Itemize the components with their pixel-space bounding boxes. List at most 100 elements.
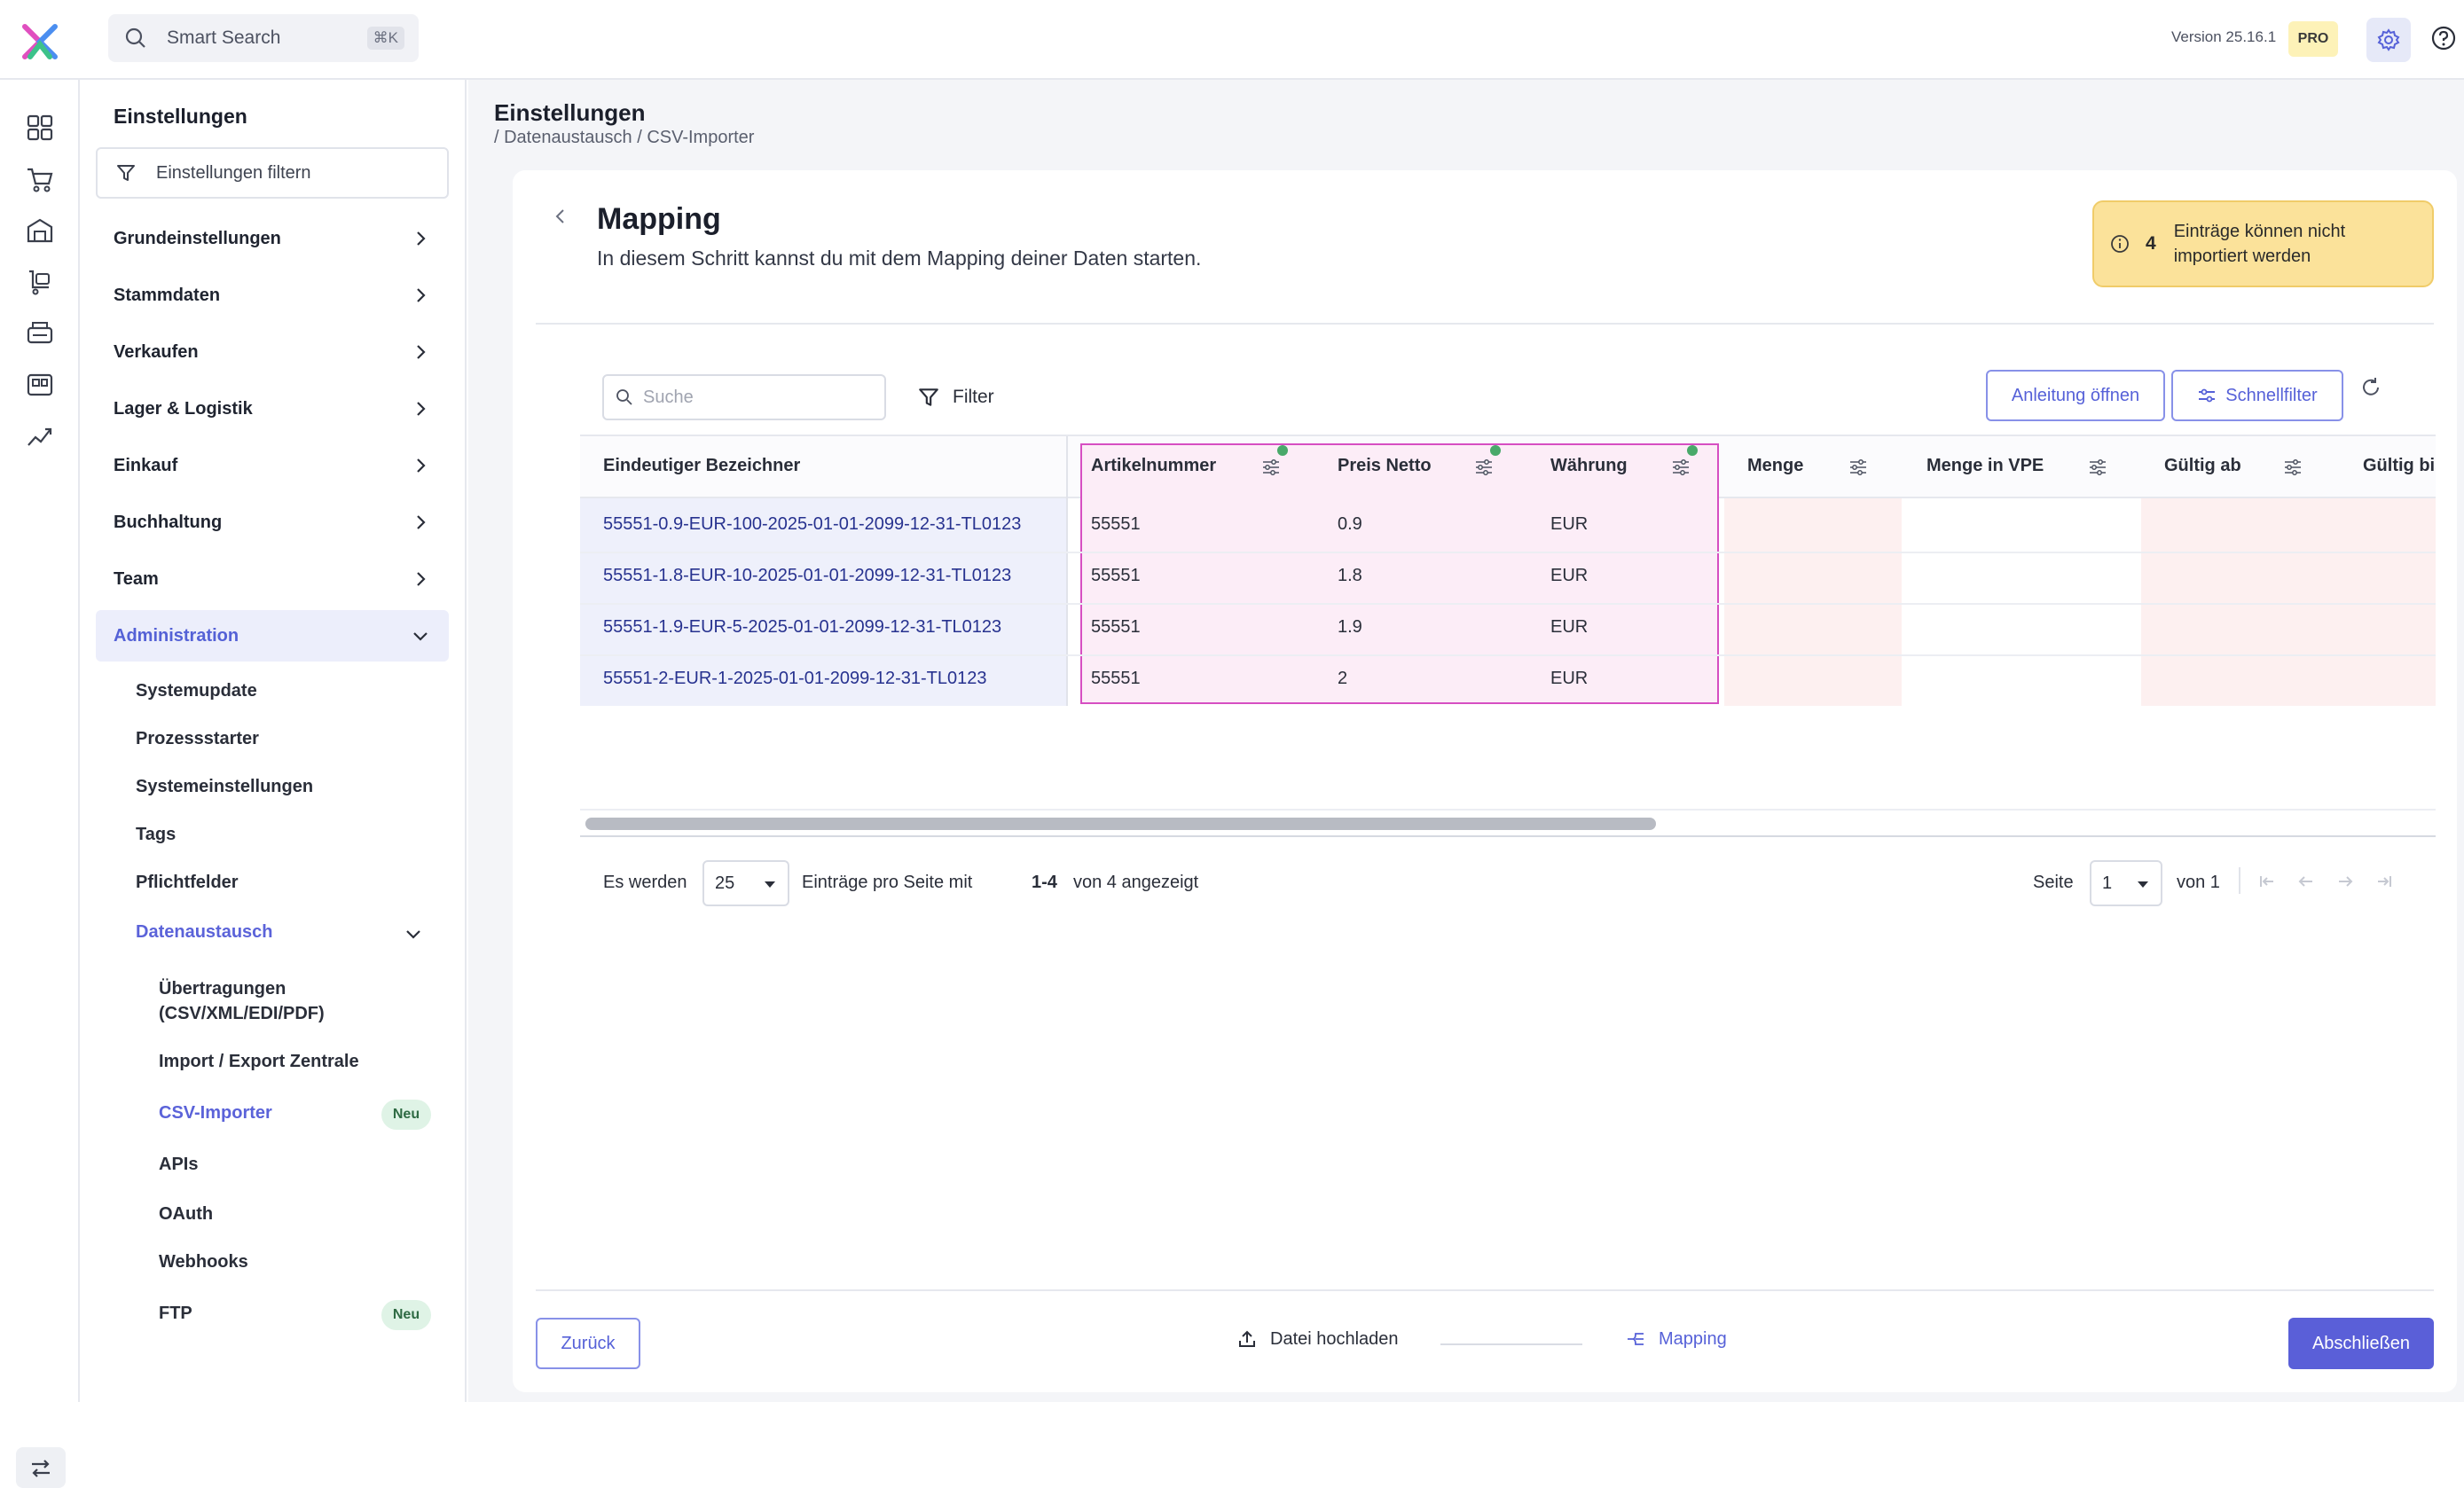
back-button[interactable]: Zurück — [536, 1318, 640, 1369]
switch-button[interactable] — [16, 1447, 66, 1488]
sidebar-subitem-systemeinstellungen[interactable]: Systemeinstellungen — [136, 777, 314, 796]
cart-icon[interactable] — [24, 163, 56, 195]
sidebar-subitem-ftp[interactable]: FTP — [159, 1304, 192, 1323]
sidebar-item-einkauf[interactable]: Einkauf — [96, 440, 449, 491]
table-search-input[interactable]: Suche — [602, 374, 886, 420]
column-header-preis-netto[interactable]: Preis Netto — [1338, 435, 1533, 497]
quickfilter-button[interactable]: Schnellfilter — [2171, 370, 2343, 421]
analytics-icon[interactable] — [24, 420, 56, 452]
warning-count: 4 — [2146, 233, 2156, 254]
sidebar-subitem-pflichtfelder[interactable]: Pflichtfelder — [136, 873, 239, 892]
quickfilter-icon — [2199, 388, 2216, 403]
warning-text: Einträge können nicht importiert werden — [2173, 222, 2346, 266]
caret-down-icon — [2138, 881, 2148, 888]
first-page-icon[interactable] — [2256, 871, 2278, 892]
chevron-down-icon[interactable] — [404, 925, 422, 943]
column-header-waehrung[interactable]: Währung — [1550, 435, 1710, 497]
column-header-label: Währung — [1550, 455, 1628, 475]
new-badge: Neu — [381, 1100, 431, 1130]
cell-waehrung: EUR — [1550, 514, 1589, 534]
page-select[interactable]: 1 — [2090, 860, 2162, 906]
sidebar-subitem-apis[interactable]: APIs — [159, 1155, 199, 1174]
sidebar-subitem-datenaustausch[interactable]: Datenaustausch — [136, 922, 273, 942]
column-settings-icon[interactable] — [2283, 458, 2303, 477]
prev-page-icon[interactable] — [2295, 871, 2317, 892]
back-chevron-icon[interactable] — [550, 206, 571, 227]
pagination: Es werden 25 Einträge pro Seite mit 1-4 … — [580, 837, 2436, 929]
register-icon[interactable] — [24, 317, 56, 349]
cell-bezeichner[interactable]: 55551-1.9-EUR-5-2025-01-01-2099-12-31-TL… — [603, 617, 1002, 637]
mapping-title: Mapping — [597, 202, 721, 236]
horizontal-scrollbar[interactable] — [580, 809, 2436, 837]
sidebar-subitem-oauth[interactable]: OAuth — [159, 1204, 214, 1224]
next-page-icon[interactable] — [2335, 871, 2356, 892]
sidebar-item-administration[interactable]: Administration — [96, 610, 449, 662]
pos-icon[interactable] — [24, 369, 56, 401]
chevron-right-icon — [417, 345, 426, 359]
mapped-indicator-dot — [1490, 445, 1501, 456]
cell-bezeichner[interactable]: 55551-0.9-EUR-100-2025-01-01-2099-12-31-… — [603, 514, 1022, 534]
cell-bezeichner[interactable]: 55551-2-EUR-1-2025-01-01-2099-12-31-TL01… — [603, 669, 987, 688]
sidebar-item-grundeinstellungen[interactable]: Grundeinstellungen — [96, 213, 449, 264]
sidebar-subitem-systemupdate[interactable]: Systemupdate — [136, 681, 257, 701]
sidebar-item-buchhaltung[interactable]: Buchhaltung — [96, 497, 449, 548]
column-header-label: Preis Netto — [1338, 455, 1432, 475]
row-divider — [580, 654, 2436, 656]
column-header-menge[interactable]: Menge — [1747, 435, 1880, 497]
sidebar-item-verkaufen[interactable]: Verkaufen — [96, 326, 449, 378]
column-settings-icon[interactable] — [2088, 458, 2107, 477]
last-page-icon[interactable] — [2374, 871, 2395, 892]
sidebar-subitem-uebertragungen-formats[interactable]: (CSV/XML/EDI/PDF) — [159, 1004, 325, 1023]
pager-range: 1-4 — [1032, 873, 1057, 892]
help-icon[interactable] — [2430, 25, 2457, 51]
dashboard-icon[interactable] — [24, 112, 56, 144]
pager-prefix: Es werden — [603, 873, 687, 892]
cell-preis-netto: 1.8 — [1338, 566, 1362, 585]
sidebar-subitem-uebertragungen[interactable]: Übertragungen — [159, 979, 286, 999]
sidebar-item-team[interactable]: Team — [96, 553, 449, 605]
smart-search[interactable]: Smart Search ⌘K — [108, 14, 419, 62]
menge-column-bg — [1724, 498, 1902, 706]
scrollbar-thumb[interactable] — [585, 818, 1656, 830]
open-guide-button[interactable]: Anleitung öffnen — [1986, 370, 2165, 421]
sidebar-subitem-csv-importer[interactable]: CSV-Importer — [159, 1103, 272, 1123]
sidebar-subitem-tags[interactable]: Tags — [136, 825, 177, 844]
settings-button[interactable] — [2366, 18, 2411, 62]
cell-artikelnummer: 55551 — [1091, 514, 1141, 534]
breadcrumb[interactable]: / Datenaustausch / CSV-Importer — [494, 128, 755, 147]
finish-button[interactable]: Abschließen — [2288, 1318, 2434, 1369]
column-settings-icon[interactable] — [1474, 458, 1494, 477]
table-search-placeholder: Suche — [643, 387, 694, 407]
cell-preis-netto: 1.9 — [1338, 617, 1362, 637]
settings-sidebar: Einstellungen Einstellungen filtern Grun… — [80, 80, 467, 1402]
settings-filter-input[interactable]: Einstellungen filtern — [96, 147, 449, 199]
step-mapping[interactable]: Mapping — [1625, 1328, 1727, 1350]
column-header-gueltig-bis[interactable]: Gültig bis — [2363, 435, 2436, 497]
refresh-icon[interactable] — [2359, 376, 2382, 399]
sidebar-item-label: Team — [114, 568, 159, 589]
column-header-menge-vpe[interactable]: Menge in VPE — [1926, 435, 2104, 497]
sidebar-item-lager-logistik[interactable]: Lager & Logistik — [96, 383, 449, 435]
sidebar-item-stammdaten[interactable]: Stammdaten — [96, 270, 449, 321]
sidebar-subitem-prozessstarter[interactable]: Prozessstarter — [136, 729, 259, 748]
app-logo[interactable] — [18, 20, 62, 64]
column-header-bezeichner[interactable]: Eindeutiger Bezeichner — [603, 435, 800, 497]
cell-artikelnummer: 55551 — [1091, 669, 1141, 688]
filter-button[interactable]: Filter — [917, 376, 994, 419]
column-settings-icon[interactable] — [1848, 458, 1868, 477]
column-settings-icon[interactable] — [1671, 458, 1691, 477]
sidebar-subitem-import-export[interactable]: Import / Export Zentrale — [159, 1052, 359, 1071]
page-total: von 1 — [2177, 873, 2220, 892]
column-settings-icon[interactable] — [1261, 458, 1281, 477]
chevron-right-icon — [417, 402, 426, 416]
column-header-artikelnummer[interactable]: Artikelnummer — [1091, 435, 1286, 497]
purchase-cart-icon[interactable] — [24, 266, 56, 298]
sidebar-subitem-webhooks[interactable]: Webhooks — [159, 1252, 248, 1272]
page-size-select[interactable]: 25 — [702, 860, 789, 906]
column-header-gueltig-ab[interactable]: Gültig ab — [2164, 435, 2306, 497]
page-size-value: 25 — [715, 873, 735, 893]
warehouse-icon[interactable] — [24, 215, 56, 247]
cell-bezeichner[interactable]: 55551-1.8-EUR-10-2025-01-01-2099-12-31-T… — [603, 566, 1012, 585]
cell-waehrung: EUR — [1550, 617, 1589, 637]
step-upload[interactable]: Datei hochladen — [1236, 1328, 1399, 1350]
